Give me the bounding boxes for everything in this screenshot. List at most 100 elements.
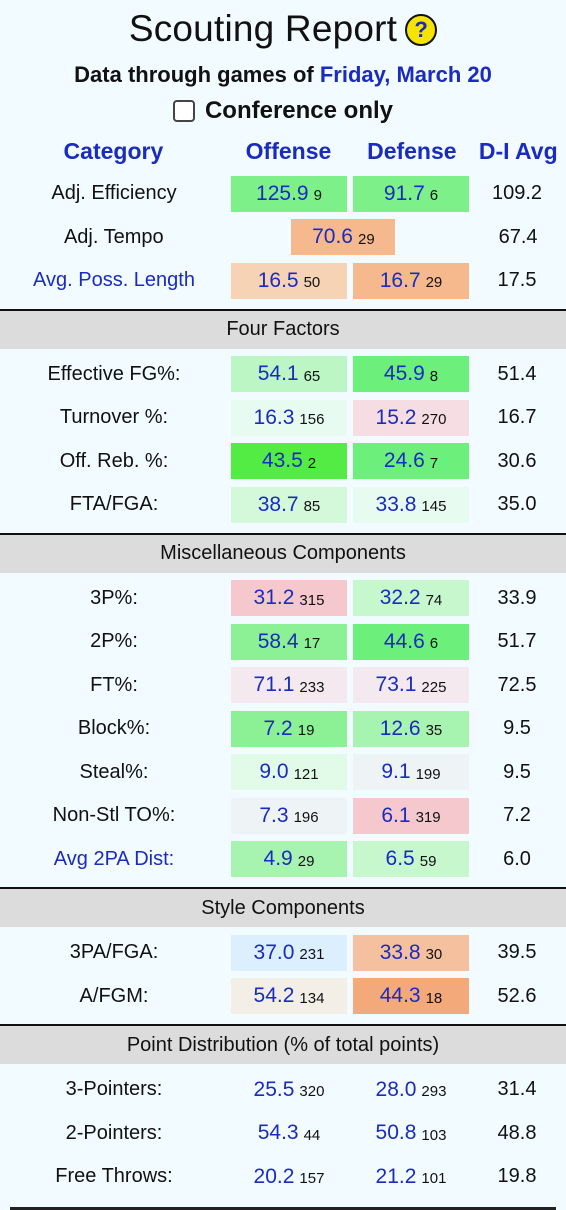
defense-cell: 32.2 74 bbox=[353, 580, 469, 617]
column-defense[interactable]: Defense bbox=[367, 137, 457, 164]
d1-avg-value: 30.6 bbox=[497, 449, 537, 472]
d1-avg-value: 9.5 bbox=[503, 760, 531, 783]
stat-value[interactable]: 54.1 bbox=[257, 362, 299, 386]
stat-value[interactable]: 32.2 bbox=[379, 586, 421, 610]
stat-rank: 225 bbox=[421, 678, 447, 696]
d1-avg-value: 51.7 bbox=[497, 630, 537, 653]
stat-value[interactable]: 9.1 bbox=[381, 760, 411, 784]
stat-row: Adj. Tempo 70.6 29 67.4 bbox=[0, 216, 566, 260]
column-d1-avg[interactable]: D-I Avg bbox=[478, 137, 558, 164]
stat-row: Block%: 7.2 19 12.6 35 9.5 bbox=[0, 707, 566, 751]
stat-value[interactable]: 20.2 bbox=[253, 1164, 295, 1188]
stat-row: 3-Pointers: 25.5 320 28.0 293 31.4 bbox=[0, 1068, 566, 1112]
stat-value[interactable]: 91.7 bbox=[383, 181, 425, 205]
stat-value[interactable]: 71.1 bbox=[253, 673, 295, 697]
defense-cell: 12.6 35 bbox=[353, 710, 469, 747]
stat-label: 3PA/FGA: bbox=[69, 941, 159, 964]
stat-value[interactable]: 44.6 bbox=[383, 629, 425, 653]
stat-value[interactable]: 54.2 bbox=[253, 984, 295, 1008]
stat-value[interactable]: 45.9 bbox=[383, 362, 425, 386]
stat-value[interactable]: 4.9 bbox=[263, 847, 293, 871]
stat-value[interactable]: 58.4 bbox=[257, 629, 299, 653]
defense-cell: 9.1 199 bbox=[353, 754, 469, 791]
stat-row: Steal%: 9.0 121 9.1 199 9.5 bbox=[0, 751, 566, 795]
stat-row: Turnover %: 16.3 156 15.2 270 16.7 bbox=[0, 396, 566, 440]
stat-label: 2P%: bbox=[90, 630, 138, 653]
defense-cell: 91.7 6 bbox=[353, 175, 469, 212]
stat-row: Off. Reb. %: 43.5 2 24.6 7 30.6 bbox=[0, 440, 566, 484]
stat-value[interactable]: 24.6 bbox=[383, 449, 425, 473]
offense-cell: 7.2 19 bbox=[231, 710, 347, 747]
stat-row: Avg 2PA Dist: 4.9 29 6.5 59 6.0 bbox=[0, 838, 566, 882]
stat-value[interactable]: 9.0 bbox=[259, 760, 289, 784]
stat-rank: 29 bbox=[425, 274, 443, 292]
defense-cell: 33.8 30 bbox=[353, 934, 469, 971]
stat-label: FTA/FGA: bbox=[69, 493, 159, 516]
conference-only-label: Conference only bbox=[204, 97, 394, 124]
stat-value[interactable]: 125.9 bbox=[256, 181, 309, 205]
stat-label[interactable]: Avg. Poss. Length bbox=[33, 269, 195, 292]
stat-rank: 156 bbox=[299, 411, 325, 429]
stat-value[interactable]: 37.0 bbox=[253, 940, 295, 964]
stat-value[interactable]: 44.3 bbox=[379, 984, 421, 1008]
stat-value[interactable]: 6.5 bbox=[385, 847, 415, 871]
stat-rank: 65 bbox=[303, 367, 321, 385]
stat-value[interactable]: 16.7 bbox=[379, 268, 421, 292]
stat-value[interactable]: 28.0 bbox=[375, 1077, 417, 1101]
column-headers: Category Offense Defense D-I Avg bbox=[0, 130, 566, 172]
stat-rank: 18 bbox=[425, 989, 443, 1007]
stat-rank: 145 bbox=[421, 498, 447, 516]
stat-value[interactable]: 12.6 bbox=[379, 716, 421, 740]
stat-row: FTA/FGA: 38.7 85 33.8 145 35.0 bbox=[0, 483, 566, 527]
column-offense[interactable]: Offense bbox=[245, 137, 332, 164]
stat-value[interactable]: 70.6 bbox=[312, 225, 353, 249]
stat-row: Effective FG%: 54.1 65 45.9 8 51.4 bbox=[0, 353, 566, 397]
stat-value[interactable]: 38.7 bbox=[257, 492, 299, 516]
offense-cell: 38.7 85 bbox=[231, 486, 347, 523]
offense-cell: 37.0 231 bbox=[231, 934, 347, 971]
help-icon[interactable]: ? bbox=[405, 14, 438, 46]
stat-row: Avg. Poss. Length 16.5 50 16.7 29 17.5 bbox=[0, 259, 566, 303]
stat-value[interactable]: 73.1 bbox=[375, 673, 417, 697]
conference-only-checkbox[interactable] bbox=[172, 100, 195, 122]
d1-avg-value: 72.5 bbox=[497, 673, 537, 696]
stat-rank: 315 bbox=[299, 591, 325, 609]
defense-cell: 45.9 8 bbox=[353, 356, 469, 393]
stat-rank: 35 bbox=[425, 722, 443, 740]
stat-value[interactable]: 21.2 bbox=[375, 1164, 417, 1188]
stat-value[interactable]: 15.2 bbox=[375, 405, 417, 429]
column-category[interactable]: Category bbox=[63, 137, 164, 164]
stat-value[interactable]: 16.3 bbox=[253, 405, 295, 429]
stat-value[interactable]: 54.3 bbox=[257, 1121, 299, 1145]
stat-label[interactable]: Avg 2PA Dist: bbox=[53, 847, 175, 870]
stat-rank: 320 bbox=[299, 1083, 325, 1101]
stat-value[interactable]: 31.2 bbox=[253, 586, 295, 610]
defense-cell: 24.6 7 bbox=[353, 443, 469, 480]
stat-value[interactable]: 33.8 bbox=[375, 492, 417, 516]
stat-value[interactable]: 43.5 bbox=[261, 449, 303, 473]
offense-cell: 4.9 29 bbox=[231, 841, 347, 878]
defense-cell: 28.0 293 bbox=[353, 1072, 469, 1108]
stat-value[interactable]: 25.5 bbox=[253, 1077, 295, 1101]
d1-avg-value: 7.2 bbox=[503, 804, 531, 827]
stat-value[interactable]: 6.1 bbox=[381, 803, 411, 827]
stat-label: 3P%: bbox=[90, 586, 138, 609]
stat-value[interactable]: 33.8 bbox=[379, 940, 421, 964]
title-row: Scouting Report ? bbox=[0, 0, 566, 58]
stat-value[interactable]: 50.8 bbox=[375, 1121, 417, 1145]
offense-cell: 31.2 315 bbox=[231, 580, 347, 617]
stat-rank: 101 bbox=[421, 1170, 447, 1188]
offense-cell: 125.9 9 bbox=[231, 175, 347, 212]
offense-cell: 58.4 17 bbox=[231, 623, 347, 660]
stat-label: Turnover %: bbox=[59, 406, 169, 429]
data-date-link[interactable]: Friday, March 20 bbox=[319, 62, 492, 87]
stat-value[interactable]: 7.2 bbox=[263, 716, 293, 740]
stat-value[interactable]: 7.3 bbox=[259, 803, 289, 827]
stat-row: 2P%: 58.4 17 44.6 6 51.7 bbox=[0, 620, 566, 664]
stat-row: FT%: 71.1 233 73.1 225 72.5 bbox=[0, 664, 566, 708]
stat-value[interactable]: 16.5 bbox=[257, 268, 299, 292]
stat-rank: 121 bbox=[293, 765, 319, 783]
stat-rank: 30 bbox=[425, 946, 443, 964]
conference-only-toggle[interactable]: Conference only bbox=[0, 92, 566, 130]
stat-rank: 270 bbox=[421, 411, 447, 429]
